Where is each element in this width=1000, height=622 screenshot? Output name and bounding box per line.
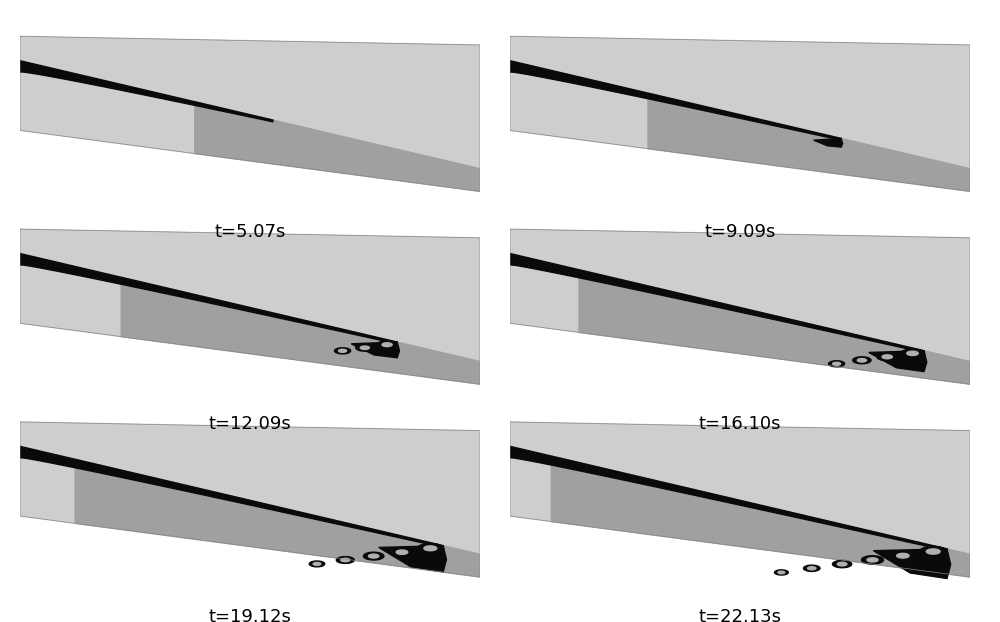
Polygon shape [369,554,379,558]
Text: t=5.07s: t=5.07s [214,223,286,241]
Polygon shape [377,341,397,348]
Polygon shape [20,61,273,122]
Polygon shape [313,562,321,565]
Polygon shape [861,555,884,564]
Polygon shape [833,362,841,365]
Polygon shape [20,36,480,192]
Polygon shape [832,560,852,568]
Polygon shape [309,561,325,567]
Text: t=22.13s: t=22.13s [698,608,782,622]
Polygon shape [20,254,397,344]
Polygon shape [20,422,480,577]
Polygon shape [882,355,892,359]
Polygon shape [424,546,437,550]
Text: t=9.09s: t=9.09s [704,223,776,241]
Polygon shape [919,546,947,557]
Polygon shape [897,554,909,558]
Polygon shape [778,571,785,573]
Polygon shape [510,422,970,577]
Polygon shape [195,102,480,192]
Polygon shape [363,552,384,560]
Polygon shape [579,270,970,384]
Polygon shape [75,459,480,577]
Polygon shape [907,351,918,356]
Polygon shape [877,353,898,361]
Polygon shape [510,254,924,353]
Polygon shape [775,570,788,575]
Polygon shape [336,557,354,564]
Polygon shape [20,229,480,384]
Polygon shape [926,549,940,554]
Polygon shape [814,139,843,147]
Polygon shape [510,229,970,384]
Polygon shape [341,559,350,562]
Polygon shape [396,550,408,554]
Text: t=16.10s: t=16.10s [699,415,781,434]
Polygon shape [360,346,369,350]
Polygon shape [510,61,841,140]
Polygon shape [390,548,414,557]
Polygon shape [351,342,400,358]
Polygon shape [829,361,845,367]
Polygon shape [417,544,443,553]
Polygon shape [837,562,847,566]
Polygon shape [510,447,947,550]
Polygon shape [853,357,871,364]
Polygon shape [804,565,820,572]
Polygon shape [890,551,915,560]
Text: t=12.09s: t=12.09s [209,415,291,434]
Polygon shape [356,345,374,351]
Text: t=19.12s: t=19.12s [209,608,291,622]
Polygon shape [648,93,970,192]
Polygon shape [873,549,951,578]
Polygon shape [808,567,816,570]
Polygon shape [339,350,347,352]
Polygon shape [382,343,392,346]
Polygon shape [869,351,927,371]
Polygon shape [510,36,970,192]
Polygon shape [121,277,480,384]
Polygon shape [334,348,351,354]
Polygon shape [551,456,970,577]
Polygon shape [379,545,446,572]
Polygon shape [901,349,924,358]
Polygon shape [857,358,866,362]
Polygon shape [867,558,878,562]
Polygon shape [20,447,443,547]
